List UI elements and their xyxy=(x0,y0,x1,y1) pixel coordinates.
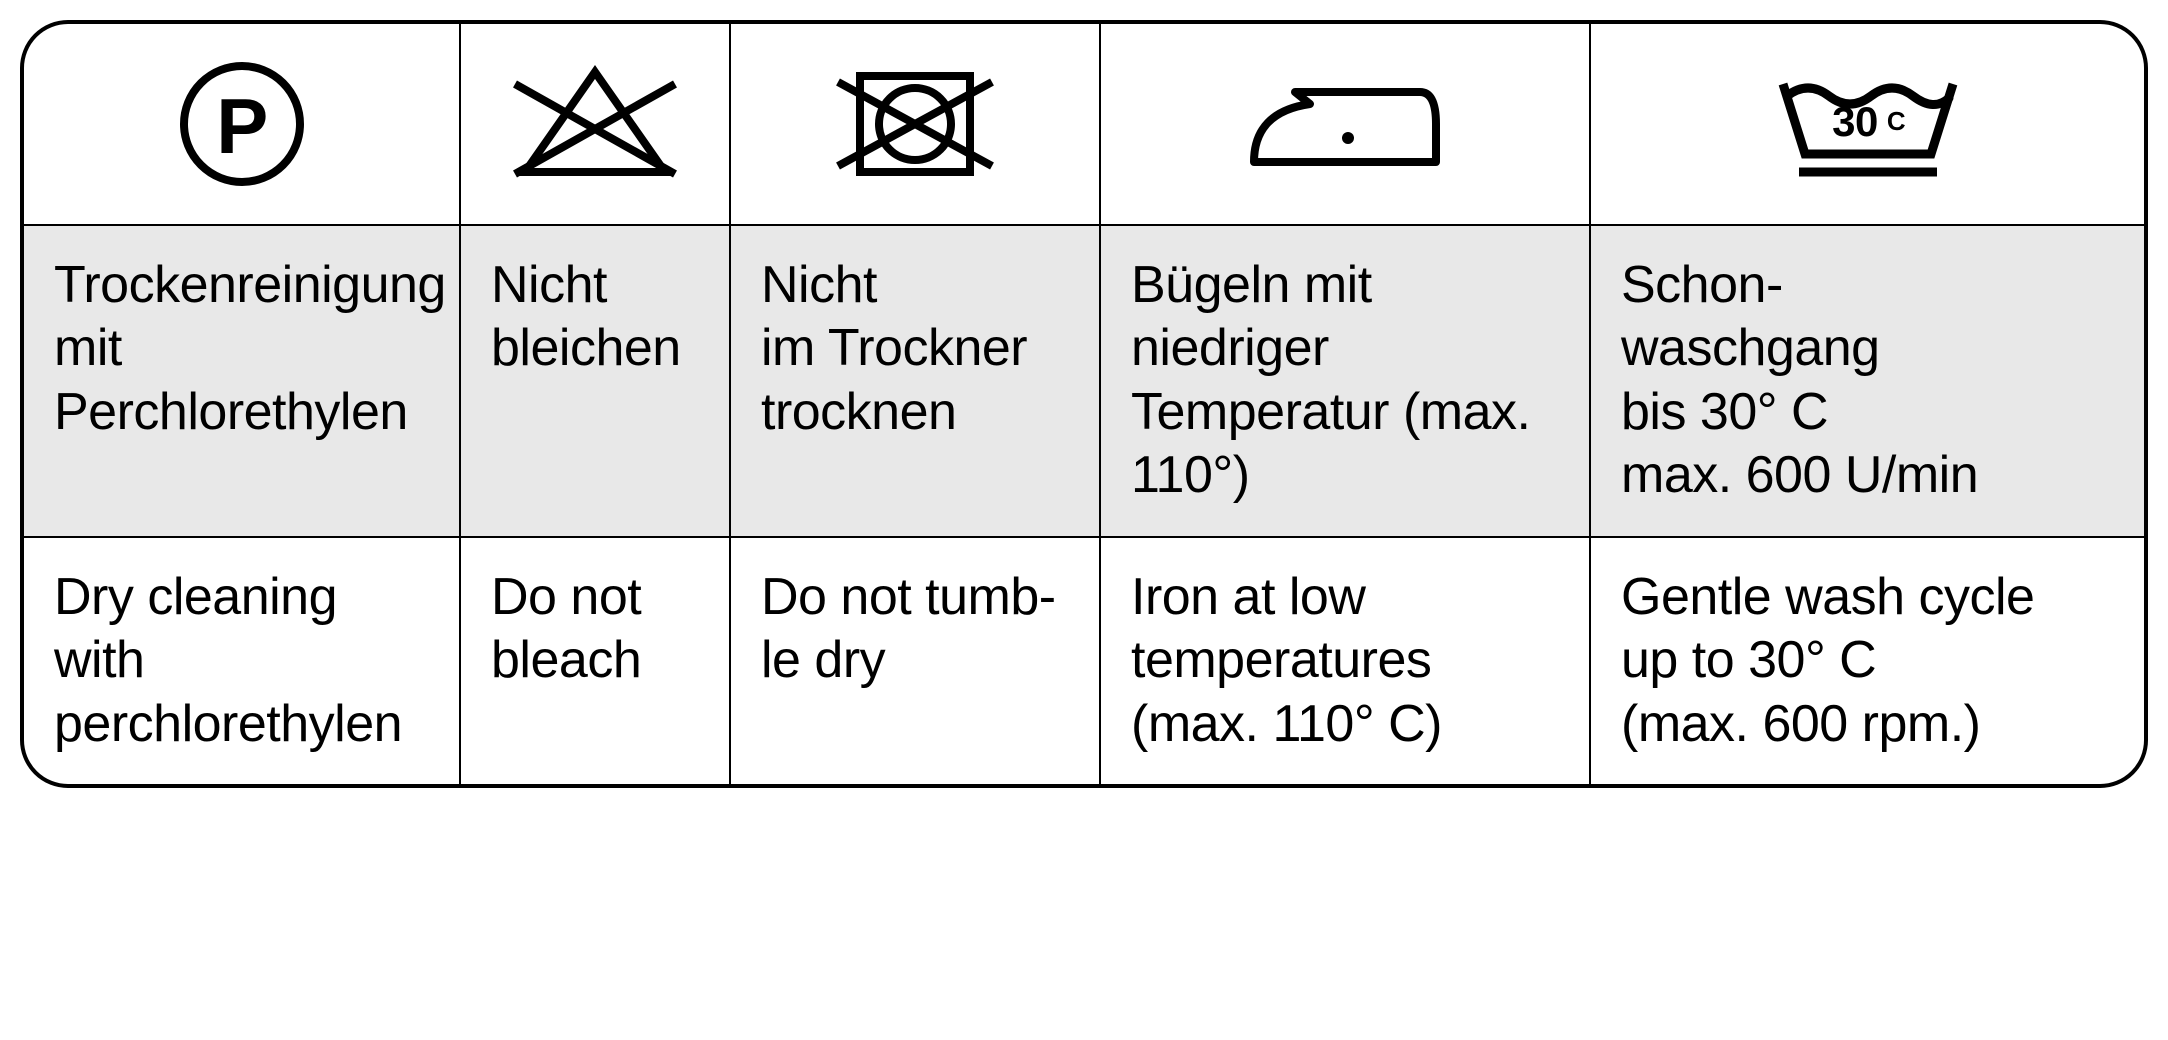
dryclean-p-icon: P xyxy=(172,54,312,194)
no-bleach-icon xyxy=(510,54,680,194)
wash-30c-icon: 30 C xyxy=(1763,54,1973,194)
german-text-notumble: Nichtim Trockner trocknen xyxy=(729,226,1099,536)
icon-cell-notumble xyxy=(729,24,1099,224)
iron-low-icon xyxy=(1240,54,1450,194)
german-text-dryclean: Trockenreinigung mit Perchlorethylen xyxy=(24,226,459,536)
icon-cell-wash30: 30 C xyxy=(1589,24,2144,224)
german-text-wash30: Schon-waschgangbis 30° Cmax. 600 U/min xyxy=(1589,226,2144,536)
icon-row: P xyxy=(24,24,2144,224)
english-text-ironlow: Iron at low temperatures (max. 110° C) xyxy=(1099,538,1589,784)
care-label-table: P xyxy=(20,20,2148,788)
english-text-notumble: Do not tumb-le dry xyxy=(729,538,1099,784)
german-text-ironlow: Bügeln mit niedriger Temperatur (max. 11… xyxy=(1099,226,1589,536)
icon-cell-ironlow xyxy=(1099,24,1589,224)
svg-text:P: P xyxy=(216,82,268,170)
icon-cell-dryclean: P xyxy=(24,24,459,224)
wash-temp-unit: C xyxy=(1886,106,1905,136)
german-row: Trockenreinigung mit Perchlorethylen Nic… xyxy=(24,224,2144,536)
english-row: Dry cleaning with perchlorethylen Do not… xyxy=(24,536,2144,784)
no-tumble-dry-icon xyxy=(830,54,1000,194)
english-text-dryclean: Dry cleaning with perchlorethylen xyxy=(24,538,459,784)
wash-temp-label: 30 xyxy=(1832,98,1878,145)
german-text-nobleach: Nicht bleichen xyxy=(459,226,729,536)
icon-cell-nobleach xyxy=(459,24,729,224)
english-text-wash30: Gentle wash cycleup to 30° C(max. 600 rp… xyxy=(1589,538,2144,784)
english-text-nobleach: Do not bleach xyxy=(459,538,729,784)
